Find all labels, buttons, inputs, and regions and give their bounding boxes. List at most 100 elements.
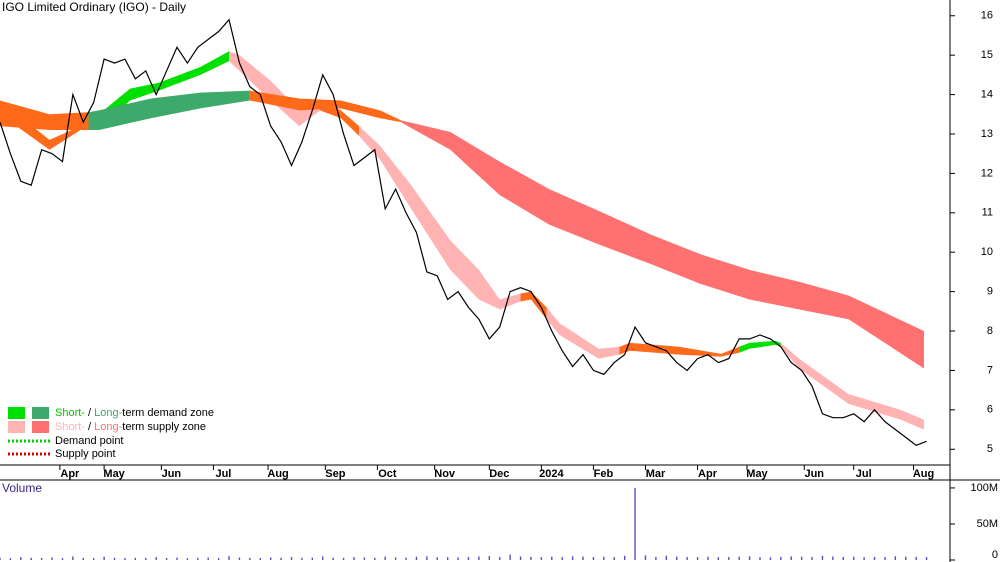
volume-bar bbox=[873, 556, 876, 560]
volume-bar bbox=[92, 558, 95, 560]
volume-bar bbox=[405, 557, 407, 560]
volume-bar bbox=[696, 557, 699, 560]
volume-bar bbox=[811, 556, 813, 560]
x-tick-label: Jun bbox=[804, 468, 824, 480]
zone-band bbox=[229, 51, 321, 127]
legend-text: Long- bbox=[94, 421, 122, 433]
legend-swatch bbox=[8, 407, 25, 419]
volume-bar bbox=[540, 557, 543, 560]
volume-bar bbox=[290, 556, 293, 560]
volume-bar bbox=[436, 557, 438, 560]
volume-bar bbox=[790, 556, 792, 560]
x-tick-label: Mar bbox=[646, 468, 666, 480]
volume-bar bbox=[82, 557, 84, 560]
volume-bar bbox=[561, 557, 563, 560]
volume-bar bbox=[113, 557, 116, 560]
volume-bar bbox=[467, 556, 470, 560]
volume-bar bbox=[894, 556, 897, 560]
volume-bar bbox=[155, 557, 157, 560]
volume-bar bbox=[519, 556, 522, 560]
legend-text: / bbox=[85, 407, 94, 419]
x-tick-label: Jul bbox=[215, 468, 231, 480]
legend-label: Short- / Long-term supply zone bbox=[55, 421, 206, 433]
volume-bar bbox=[863, 557, 865, 560]
volume-bar bbox=[311, 557, 314, 560]
volume-bar bbox=[842, 556, 844, 560]
volume-bar bbox=[676, 556, 678, 560]
volume-bar bbox=[124, 557, 126, 560]
volume-bar bbox=[655, 556, 657, 560]
zone-band bbox=[249, 90, 401, 123]
volume-bar bbox=[571, 556, 574, 560]
legend-label: Supply point bbox=[55, 448, 116, 460]
volume-bar bbox=[759, 557, 761, 560]
volume-bar bbox=[717, 557, 720, 560]
legend-label: Short- / Long-term demand zone bbox=[55, 407, 214, 419]
legend-label: Demand point bbox=[55, 435, 124, 447]
volume-bar bbox=[249, 557, 251, 560]
volume-bar bbox=[613, 557, 615, 560]
x-tick-label: 2024 bbox=[539, 468, 564, 480]
y-tick-label: 6 bbox=[987, 404, 993, 416]
y-tick-label: 7 bbox=[987, 364, 993, 376]
x-tick-label: Apr bbox=[60, 468, 80, 480]
legend-swatch bbox=[32, 407, 49, 419]
volume-bar bbox=[280, 557, 282, 560]
zone-band bbox=[0, 100, 89, 131]
volume-title: Volume bbox=[2, 481, 42, 495]
volume-bar bbox=[644, 555, 647, 560]
volume-bar bbox=[769, 557, 772, 560]
volume-bar bbox=[915, 556, 917, 560]
volume-bar bbox=[20, 557, 22, 560]
x-tick-label: Sep bbox=[325, 468, 345, 480]
y-tick-label: 8 bbox=[987, 325, 993, 337]
volume-bar bbox=[363, 557, 366, 560]
x-tick-label: Aug bbox=[913, 468, 934, 480]
volume-bar bbox=[238, 557, 241, 560]
legend-text: Long- bbox=[94, 407, 122, 419]
zone-band bbox=[546, 307, 620, 359]
zone-band bbox=[400, 120, 924, 369]
volume-bar bbox=[415, 556, 418, 560]
volume-bar bbox=[509, 554, 511, 560]
x-tick-label: May bbox=[103, 468, 125, 480]
zone-band bbox=[520, 291, 547, 320]
volume-bar bbox=[426, 556, 428, 560]
zone-band bbox=[359, 126, 521, 310]
volume-bar bbox=[228, 556, 230, 560]
y-tick-label: 15 bbox=[981, 49, 993, 61]
volume-bar bbox=[800, 556, 803, 560]
volume-bar bbox=[176, 557, 178, 560]
volume-bar bbox=[821, 555, 824, 560]
chart-title: IGO Limited Ordinary (IGO) - Daily bbox=[2, 0, 186, 14]
volume-bar bbox=[634, 487, 636, 560]
volume-bar bbox=[623, 555, 626, 560]
volume-bar bbox=[852, 556, 855, 560]
volume-bar bbox=[322, 556, 324, 560]
volume-bar bbox=[30, 557, 32, 560]
volume-bar bbox=[394, 557, 397, 560]
y-tick-label: 5 bbox=[987, 443, 993, 455]
volume-bar bbox=[499, 556, 501, 560]
volume-bar bbox=[301, 557, 303, 560]
x-tick-label: Jun bbox=[162, 468, 182, 480]
volume-bar bbox=[707, 556, 709, 560]
x-tick-label: May bbox=[746, 468, 768, 480]
y-tick-label: 100M bbox=[970, 482, 998, 494]
x-tick-label: Apr bbox=[698, 468, 718, 480]
volume-bar bbox=[61, 558, 64, 560]
zone-band bbox=[780, 342, 924, 430]
volume-bar bbox=[457, 557, 459, 560]
y-tick-label: 11 bbox=[982, 207, 993, 219]
volume-bar bbox=[134, 557, 137, 560]
volume-bar bbox=[478, 556, 480, 560]
y-tick-label: 50M bbox=[977, 518, 998, 530]
volume-bar bbox=[207, 557, 209, 560]
volume-bar bbox=[186, 558, 189, 560]
legend-text: / bbox=[85, 421, 94, 433]
volume-bar bbox=[217, 557, 220, 560]
volume-bar bbox=[884, 557, 886, 560]
x-tick-label: Dec bbox=[489, 468, 509, 480]
